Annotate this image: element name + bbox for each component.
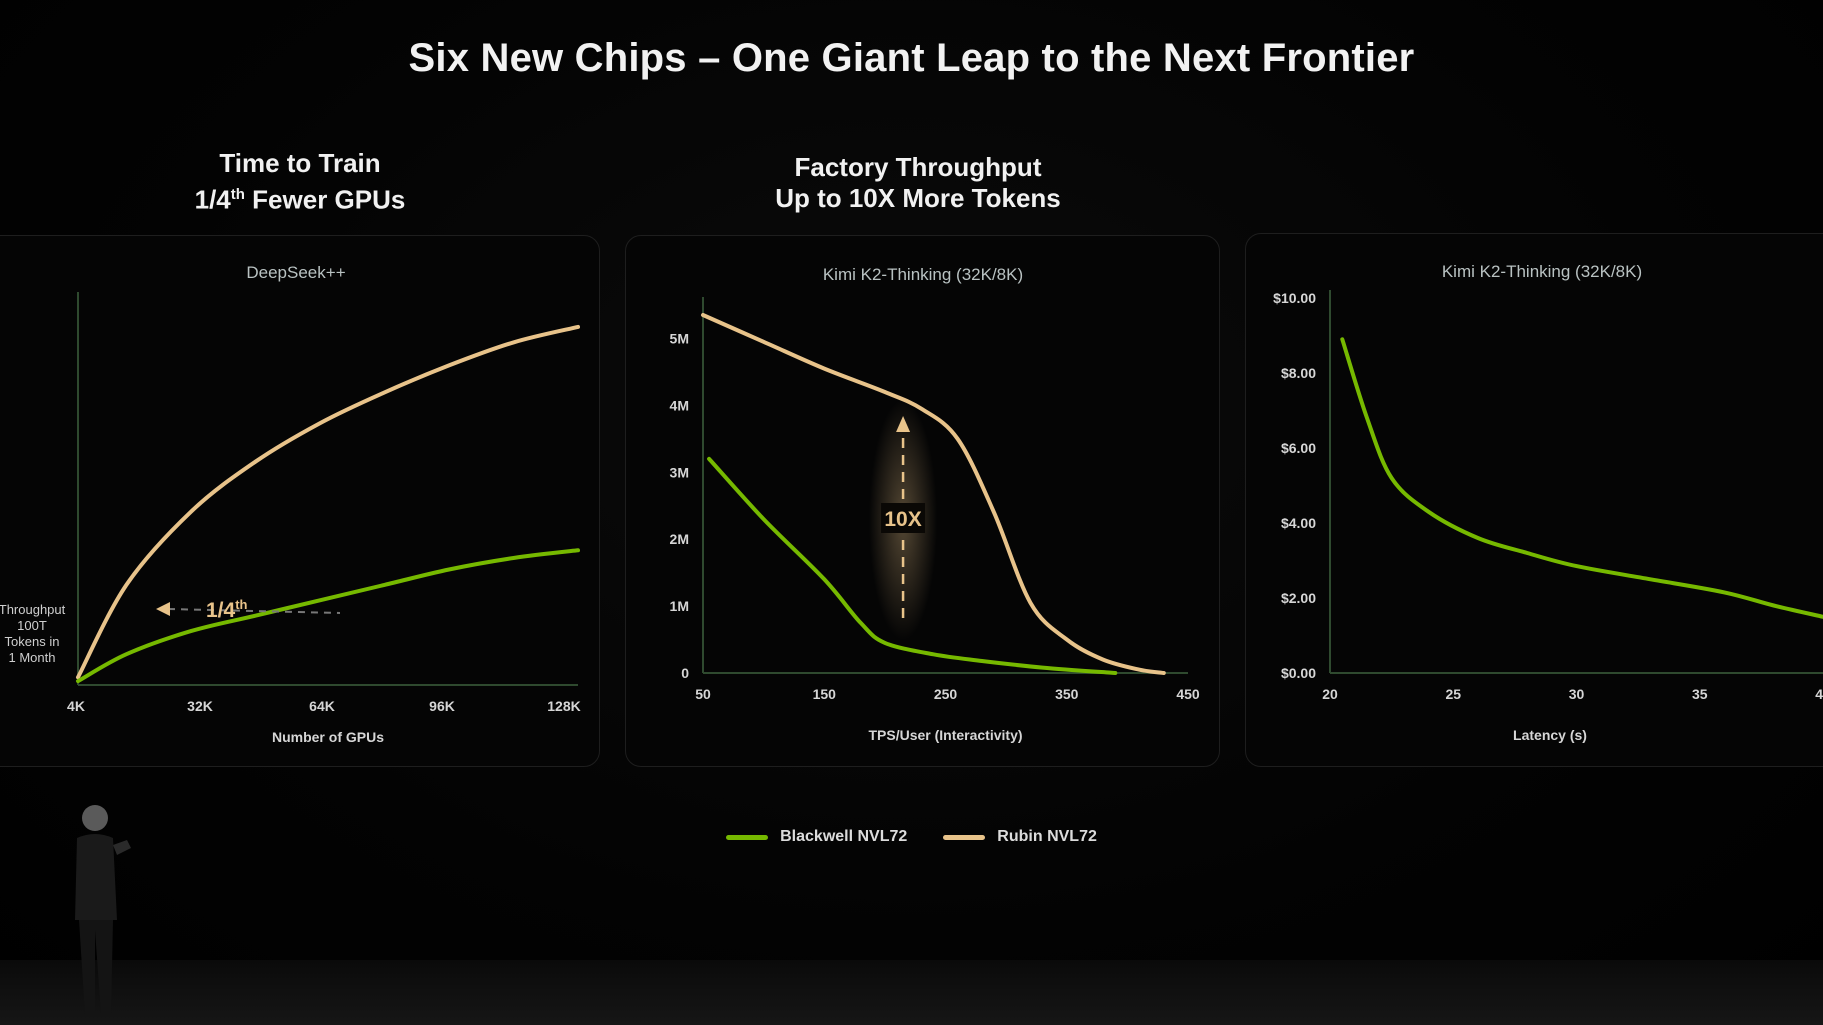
annotation-label-bg bbox=[881, 503, 926, 533]
series-line-blackwell-nvl72 bbox=[76, 548, 580, 684]
x-tick-label: 50 bbox=[695, 686, 711, 702]
legend-item-rubin: Rubin NVL72 bbox=[943, 828, 1097, 846]
x-tick-label: 35 bbox=[1692, 686, 1708, 702]
heading-factory-throughput: Factory Throughput Up to 10X More Tokens bbox=[718, 152, 1118, 214]
x-axis-label: Number of GPUs bbox=[272, 729, 384, 745]
x-tick-label: 64K bbox=[309, 698, 335, 714]
series-line-blackwell-nvl72 bbox=[707, 456, 1118, 675]
presenter-figure bbox=[75, 805, 131, 1015]
legend: Blackwell NVL72 Rubin NVL72 bbox=[0, 828, 1823, 846]
y-tick-label: 0 bbox=[681, 665, 689, 681]
x-tick-label: 150 bbox=[813, 686, 837, 702]
y-tick-label: $10.00 bbox=[1273, 290, 1316, 306]
heading-time-to-train: Time to Train 1/4th Fewer GPUs bbox=[150, 148, 450, 216]
heading-line1: Factory Throughput bbox=[794, 152, 1042, 182]
y-axis-label-line: Tokens in bbox=[5, 634, 60, 649]
x-tick-label: 128K bbox=[547, 698, 580, 714]
y-axis-label-line: Throughput bbox=[0, 602, 66, 617]
chart-panel-kimi-cost bbox=[1245, 233, 1823, 767]
annotation-arrowhead bbox=[156, 602, 170, 616]
x-tick-label: 350 bbox=[1055, 686, 1079, 702]
x-axis-label: TPS/User (Interactivity) bbox=[868, 727, 1022, 743]
heading-line2: 1/4th Fewer GPUs bbox=[194, 184, 406, 215]
annotation-label: 10X bbox=[884, 508, 921, 531]
legend-label-blackwell: Blackwell NVL72 bbox=[780, 828, 908, 845]
annotation-arrowhead bbox=[896, 416, 911, 432]
y-tick-label: $0.00 bbox=[1281, 665, 1316, 681]
chart-title: Kimi K2-Thinking (32K/8K) bbox=[1442, 262, 1642, 281]
legend-item-blackwell: Blackwell NVL72 bbox=[726, 828, 907, 846]
y-tick-label: $4.00 bbox=[1281, 515, 1316, 531]
y-tick-label: 3M bbox=[670, 464, 689, 480]
chart-panel-deepseek bbox=[0, 235, 600, 767]
heading-line2: Up to 10X More Tokens bbox=[775, 183, 1061, 213]
annotation-dashed-line bbox=[167, 608, 341, 614]
x-tick-label: 250 bbox=[934, 686, 958, 702]
y-tick-label: 1M bbox=[670, 598, 689, 614]
y-tick-label: $2.00 bbox=[1281, 590, 1316, 606]
chart-deepseek: DeepSeek++ 4K 32K 64K 96K 128K Number of GPUs T… bbox=[0, 263, 581, 745]
y-tick-label: $6.00 bbox=[1281, 440, 1316, 456]
y-tick-label: 4M bbox=[670, 397, 689, 413]
stage-floor bbox=[0, 960, 1823, 1025]
y-tick-label: 2M bbox=[670, 531, 689, 547]
y-axis-label-line: 100T bbox=[17, 618, 47, 633]
y-tick-label: 5M bbox=[670, 330, 689, 346]
series-line-blackwell-nvl72 bbox=[1340, 337, 1823, 619]
y-tick-label: $8.00 bbox=[1281, 365, 1316, 381]
chart-title: DeepSeek++ bbox=[246, 263, 345, 282]
x-tick-label: 450 bbox=[1176, 686, 1200, 702]
chart-title: Kimi K2-Thinking (32K/8K) bbox=[823, 265, 1023, 284]
x-tick-label: 40 bbox=[1815, 686, 1823, 702]
x-tick-label: 30 bbox=[1569, 686, 1585, 702]
annotation-label: 1/4th bbox=[206, 597, 248, 622]
heading-line1: Time to Train bbox=[219, 148, 381, 178]
legend-label-rubin: Rubin NVL72 bbox=[997, 828, 1097, 845]
x-tick-label: 20 bbox=[1322, 686, 1338, 702]
series-line-rubin-nvl72 bbox=[701, 313, 1166, 675]
legend-swatch-rubin bbox=[943, 834, 986, 840]
x-tick-label: 32K bbox=[187, 698, 213, 714]
x-tick-label: 4K bbox=[67, 698, 85, 714]
y-axis-label-line: 1 Month bbox=[9, 650, 56, 665]
x-tick-label: 96K bbox=[429, 698, 455, 714]
x-axis-label: Latency (s) bbox=[1513, 727, 1587, 743]
chart-kimi-throughput: Kimi K2-Thinking (32K/8K) 50 150 250 350 450 0… bbox=[670, 265, 1200, 743]
series-line-rubin-nvl72 bbox=[76, 324, 580, 680]
x-tick-label: 25 bbox=[1445, 686, 1461, 702]
slide-title: Six New Chips – One Giant Leap to the Ne… bbox=[408, 36, 1415, 80]
legend-swatch-blackwell bbox=[726, 834, 769, 840]
chart-kimi-cost: Kimi K2-Thinking (32K/8K) 20 25 30 35 40 $0.00… bbox=[1273, 262, 1823, 743]
